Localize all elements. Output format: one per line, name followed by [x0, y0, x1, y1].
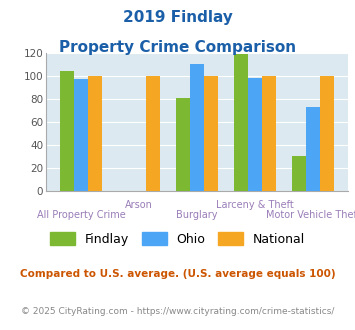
Bar — [234, 54, 248, 191]
Bar — [248, 78, 262, 191]
Text: Property Crime Comparison: Property Crime Comparison — [59, 40, 296, 54]
Bar — [262, 76, 276, 191]
Bar — [146, 76, 160, 191]
Bar — [306, 107, 320, 191]
Text: Burglary: Burglary — [176, 210, 218, 219]
Bar — [88, 76, 102, 191]
Bar — [176, 98, 190, 191]
Text: 2019 Findlay: 2019 Findlay — [122, 10, 233, 25]
Text: Larceny & Theft: Larceny & Theft — [216, 200, 294, 210]
Text: © 2025 CityRating.com - https://www.cityrating.com/crime-statistics/: © 2025 CityRating.com - https://www.city… — [21, 307, 334, 316]
Bar — [190, 64, 204, 191]
Bar — [74, 80, 88, 191]
Text: Motor Vehicle Theft: Motor Vehicle Theft — [266, 210, 355, 219]
Bar — [204, 76, 218, 191]
Text: Arson: Arson — [125, 200, 153, 210]
Text: All Property Crime: All Property Crime — [37, 210, 125, 219]
Bar — [60, 71, 74, 191]
Bar — [292, 156, 306, 191]
Bar — [320, 76, 334, 191]
Legend: Findlay, Ohio, National: Findlay, Ohio, National — [45, 227, 310, 251]
Text: Compared to U.S. average. (U.S. average equals 100): Compared to U.S. average. (U.S. average … — [20, 269, 335, 279]
